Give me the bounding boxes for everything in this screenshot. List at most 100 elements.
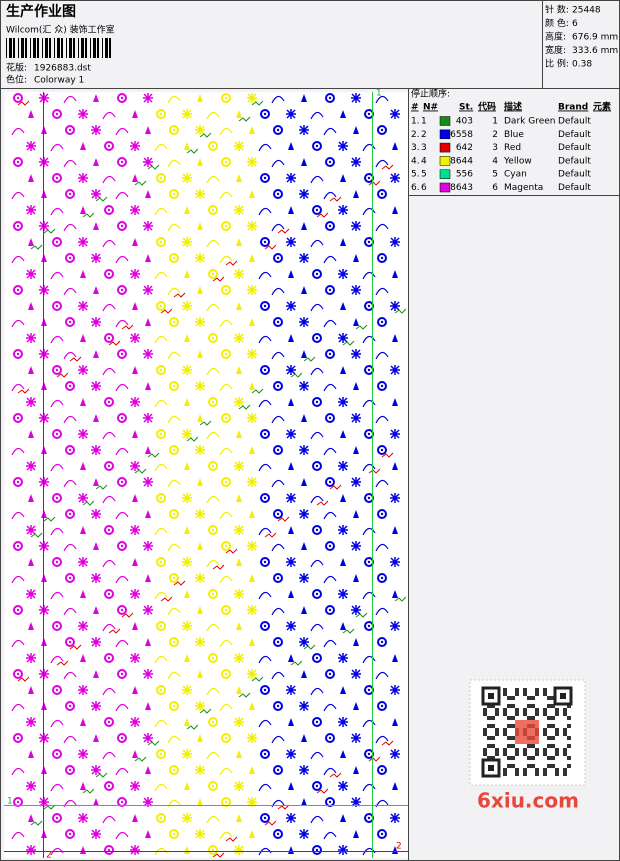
star	[182, 237, 192, 247]
qr-cell	[543, 692, 547, 696]
flower	[208, 333, 218, 343]
star	[338, 717, 348, 727]
twig	[17, 100, 30, 106]
star	[299, 701, 309, 711]
twig	[303, 356, 316, 362]
stem	[310, 431, 324, 440]
flower	[312, 781, 322, 791]
stem	[11, 447, 25, 456]
flower-center	[55, 176, 59, 180]
twig	[56, 660, 69, 666]
star	[390, 237, 400, 247]
flower	[156, 173, 166, 183]
flower	[52, 813, 62, 823]
colorway: Colorway 1	[34, 76, 84, 86]
flower	[260, 173, 270, 183]
stem	[310, 751, 324, 760]
star	[338, 525, 348, 535]
flower-center	[315, 528, 319, 532]
bar	[49, 38, 51, 58]
qr-cell	[563, 748, 567, 752]
flower-center	[68, 768, 72, 772]
flower	[312, 525, 322, 535]
flower	[13, 413, 23, 423]
qr-cell	[487, 716, 491, 720]
flower-center	[380, 256, 384, 260]
twig	[394, 308, 407, 314]
bar	[25, 38, 27, 58]
star	[338, 397, 348, 407]
cell: 2	[492, 130, 498, 140]
stem	[154, 271, 168, 280]
embroidery-pattern	[11, 93, 407, 858]
twig	[342, 628, 355, 634]
flower	[325, 93, 335, 103]
flower	[156, 493, 166, 503]
twig	[212, 852, 225, 858]
star	[143, 541, 153, 551]
stem	[115, 575, 129, 584]
qr-cell	[503, 692, 507, 696]
stem	[206, 367, 220, 376]
leaf	[184, 142, 190, 150]
twig	[212, 276, 225, 282]
qr-cell	[511, 724, 515, 728]
star	[299, 189, 309, 199]
flower	[65, 381, 75, 391]
qr-cell	[555, 728, 559, 732]
star	[26, 397, 36, 407]
flower-center	[172, 640, 176, 644]
flower	[104, 461, 114, 471]
leaf	[93, 478, 99, 486]
flower	[156, 429, 166, 439]
stem	[375, 95, 389, 104]
flower-center	[224, 288, 228, 292]
flower-center	[172, 576, 176, 580]
leaf	[132, 686, 138, 694]
star	[195, 381, 205, 391]
stem	[102, 623, 116, 632]
flower	[117, 733, 127, 743]
stem	[375, 479, 389, 488]
flower-center	[328, 800, 332, 804]
leaf	[80, 462, 86, 470]
flower	[65, 317, 75, 327]
star	[143, 413, 153, 423]
leaf	[301, 158, 307, 166]
flower	[13, 221, 23, 231]
column-header: 代码	[477, 101, 496, 113]
leaf	[28, 302, 34, 310]
flower-center	[68, 640, 72, 644]
stem	[219, 383, 233, 392]
leaf	[340, 238, 346, 246]
flower	[312, 717, 322, 727]
star	[195, 125, 205, 135]
stem	[167, 479, 181, 488]
flower-center	[263, 496, 267, 500]
flower	[260, 557, 270, 567]
bar	[97, 38, 99, 58]
flower-center	[224, 800, 228, 804]
stem	[154, 591, 168, 600]
star	[390, 301, 400, 311]
stem	[362, 399, 376, 408]
star	[351, 157, 361, 167]
stem	[11, 639, 25, 648]
flower	[13, 541, 23, 551]
qr-cell	[483, 708, 487, 712]
cell: 556	[456, 170, 473, 180]
leaf	[340, 558, 346, 566]
star	[195, 509, 205, 519]
flower	[325, 285, 335, 295]
leaf	[353, 702, 359, 710]
qr-cell	[507, 704, 511, 708]
twig	[290, 660, 303, 666]
flower	[117, 413, 127, 423]
flower-center	[211, 720, 215, 724]
leaf	[236, 494, 242, 502]
flower	[260, 493, 270, 503]
leaf	[197, 286, 203, 294]
twig	[355, 324, 368, 330]
leaf	[301, 478, 307, 486]
cell: 3	[421, 143, 427, 153]
